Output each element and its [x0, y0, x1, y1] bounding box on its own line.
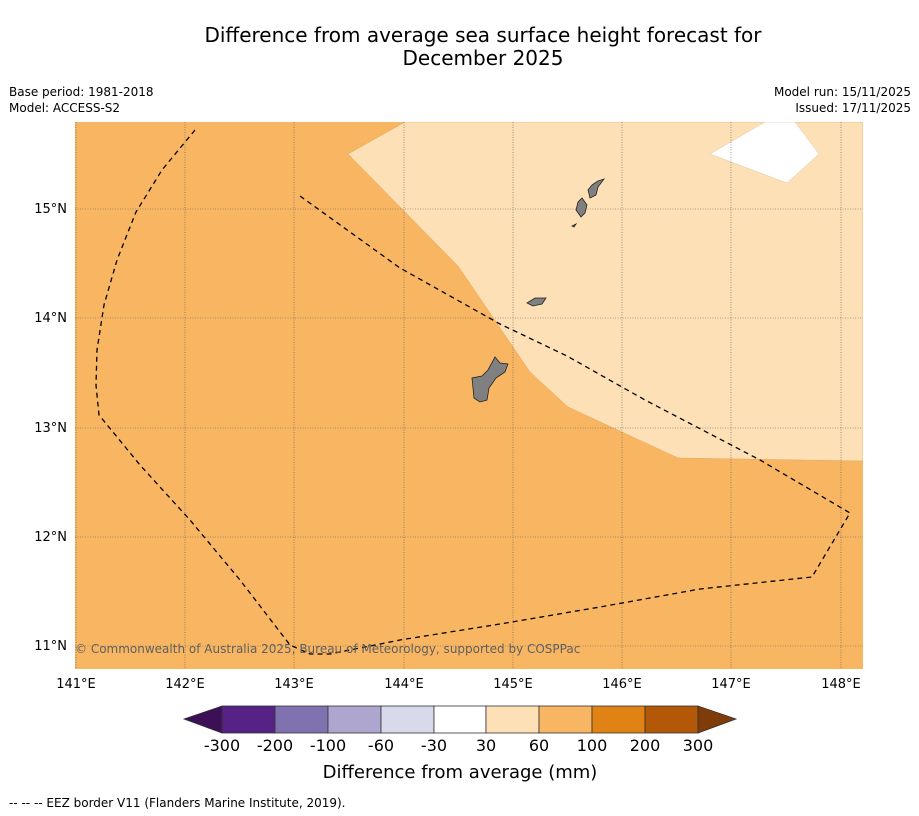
colorbar-tick-label: 100	[577, 736, 608, 755]
lat-label: 12°N	[34, 530, 67, 545]
rota-island	[526, 297, 547, 307]
colorbar-swatch	[274, 705, 329, 734]
issued-text: Issued: 17/11/2025	[795, 101, 911, 115]
colorbar-tick-label: 60	[529, 736, 549, 755]
colorbar-tick-label: -300	[204, 736, 240, 755]
colorbar-swatch	[485, 705, 540, 734]
lon-label: 143°E	[274, 677, 314, 692]
gridlines	[75, 122, 863, 669]
longitude-labels: 141°E 142°E 143°E 144°E 145°E 146°E 147°…	[56, 677, 861, 692]
meta-right: Model run: 15/11/2025 Issued: 17/11/2025	[774, 84, 911, 116]
colorbar-extend-high	[697, 705, 738, 734]
colorbar-extend-low	[182, 705, 223, 734]
aguijan-island	[571, 222, 578, 228]
chart-title-line-1: Difference from average sea surface heig…	[204, 23, 762, 47]
islands	[471, 178, 606, 403]
colorbar-tick-label: -30	[421, 736, 447, 755]
eez-border	[95, 129, 851, 655]
lon-label: 146°E	[602, 677, 642, 692]
copyright-text: © Commonwealth of Australia 2025, Bureau…	[75, 642, 580, 656]
colorbar-swatch	[221, 705, 276, 734]
lat-label: 15°N	[34, 202, 67, 217]
anomaly-band-30-60	[347, 122, 863, 462]
colorbar-swatch	[327, 705, 382, 734]
lat-label: 13°N	[34, 421, 67, 436]
lat-label: 11°N	[34, 639, 67, 654]
model-text: Model: ACCESS-S2	[9, 101, 121, 115]
colorbar-tick-label: -200	[257, 736, 293, 755]
meta-left: Base period: 1981-2018 Model: ACCESS-S2	[9, 84, 154, 116]
lon-label: 144°E	[384, 677, 424, 692]
base-period-text: Base period: 1981-2018	[9, 85, 154, 99]
colorbar-swatch	[538, 705, 593, 734]
colorbar-swatch	[380, 705, 435, 734]
colorbar-tick-label: 300	[683, 736, 714, 755]
lon-label: 148°E	[821, 677, 861, 692]
chart-title-line-2: December 2025	[402, 46, 564, 70]
lon-label: 141°E	[56, 677, 96, 692]
tinian-island	[575, 197, 588, 218]
model-run-text: Model run: 15/11/2025	[773, 85, 911, 99]
colorbar-swatch	[591, 705, 646, 734]
latitude-labels: 15°N 14°N 13°N 12°N 11°N	[34, 202, 67, 654]
colorbar-ticks: -300 -200 -100 -60 -30 30 60 100 200 300	[204, 736, 713, 755]
colorbar-title: Difference from average (mm)	[323, 762, 598, 783]
lon-label: 145°E	[493, 677, 533, 692]
colorbar-swatch	[644, 705, 699, 734]
colorbar-tick-label: -60	[368, 736, 394, 755]
lon-label: 147°E	[711, 677, 751, 692]
saipan-island	[587, 178, 606, 199]
colorbar	[182, 705, 738, 734]
colorbar-tick-label: 30	[476, 736, 496, 755]
lon-label: 142°E	[165, 677, 205, 692]
colorbar-swatch	[433, 705, 487, 734]
map-area: © Commonwealth of Australia 2025, Bureau…	[75, 122, 863, 669]
colorbar-tick-label: 200	[630, 736, 661, 755]
lat-label: 14°N	[34, 311, 67, 326]
guam-island	[471, 356, 509, 403]
anomaly-band-neutral	[709, 122, 820, 184]
colorbar-tick-label: -100	[310, 736, 346, 755]
eez-legend-text: -- -- -- EEZ border V11 (Flanders Marine…	[9, 796, 346, 810]
